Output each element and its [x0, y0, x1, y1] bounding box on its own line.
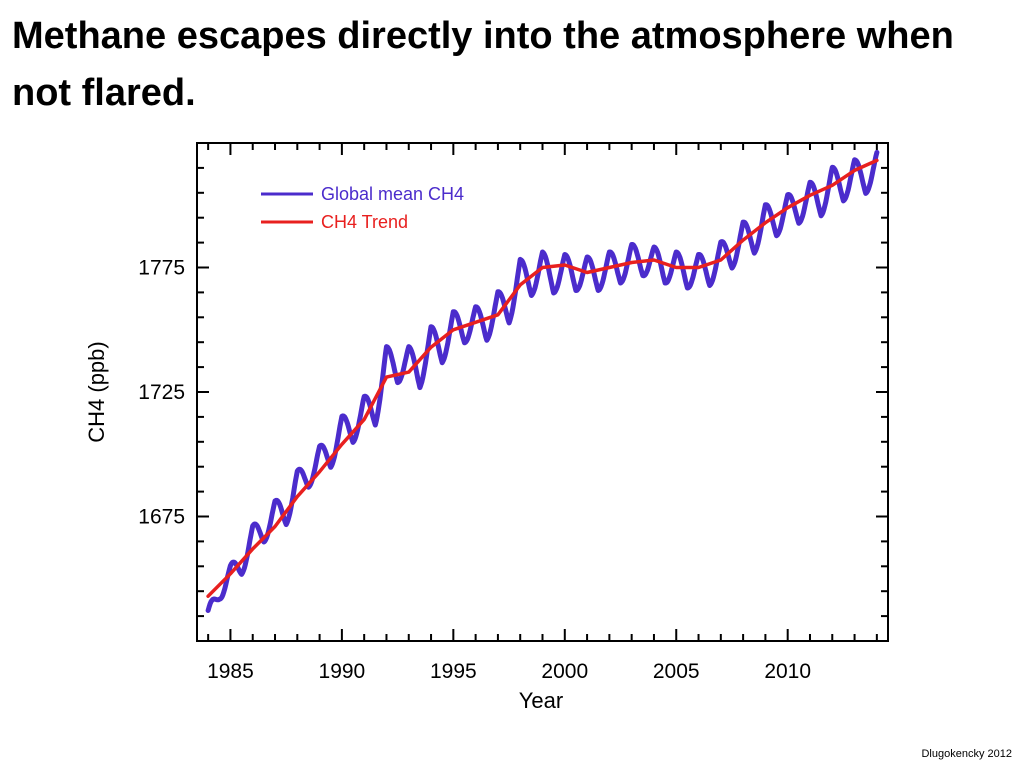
slide-title: Methane escapes directly into the atmosp…: [12, 15, 954, 114]
source-credit: Dlugokencky 2012: [921, 748, 1012, 760]
x-tick-label: 2005: [653, 660, 700, 683]
y-tick-label: 1725: [138, 381, 185, 404]
y-tick-label: 1775: [138, 257, 185, 280]
legend: Global mean CH4 CH4 Trend: [261, 184, 464, 232]
x-tick-label: 2010: [764, 660, 811, 683]
axis-ticks: [197, 142, 888, 642]
x-tick-label: 2000: [541, 660, 588, 683]
x-tick-label: 1985: [207, 660, 254, 683]
series-line-trend: [206, 158, 879, 598]
x-tick-label: 1995: [430, 660, 477, 683]
series-lines: [205, 149, 880, 613]
legend-label-trend: CH4 Trend: [321, 212, 408, 232]
y-axis-label: CH4 (ppb): [84, 341, 109, 442]
y-tick-label: 1675: [138, 506, 185, 529]
x-tick-label: 1990: [319, 660, 366, 683]
series-line-global-mean: [205, 149, 880, 613]
legend-label-global-mean: Global mean CH4: [321, 184, 464, 204]
x-axis-label: Year: [519, 688, 563, 713]
axis-tick-labels: 1985 1990 1995 2000 2005 2010 1675 1725 1775: [138, 257, 811, 684]
